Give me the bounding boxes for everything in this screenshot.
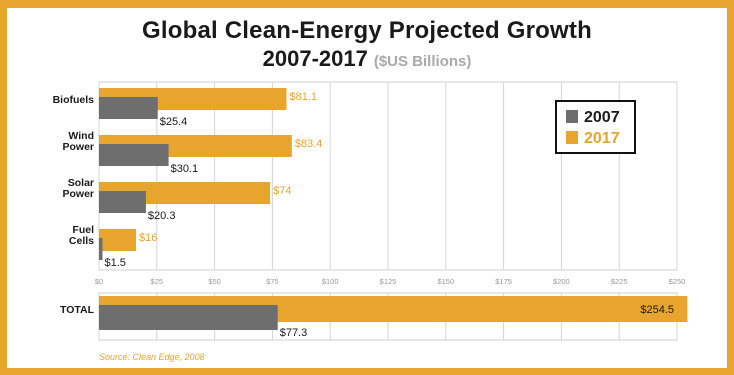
x-tick-label: $50 (208, 277, 221, 286)
category-label: Fuel Cells (69, 224, 94, 247)
chart-title-line2: 2007-2017 ($US Billions) (0, 46, 734, 72)
category-label: Solar Power (62, 177, 94, 200)
value-label-2007: $1.5 (104, 257, 125, 269)
x-tick-label: $175 (495, 277, 512, 286)
total-value-label-2017: $254.5 (640, 304, 674, 316)
category-label: Biofuels (53, 94, 95, 106)
x-tick-label: $75 (266, 277, 279, 286)
frame-bottom-border (0, 368, 734, 375)
legend-label-2007: 2007 (584, 109, 620, 126)
bar-2007 (99, 238, 103, 260)
frame-right-border (727, 0, 734, 375)
legend-swatch-2017 (566, 131, 578, 144)
category-label: Wind Power (62, 130, 94, 153)
x-tick-label: $150 (437, 277, 454, 286)
legend-swatch-2007 (566, 110, 578, 123)
x-tick-label: $200 (553, 277, 570, 286)
value-label-2007: $30.1 (171, 163, 199, 175)
value-label-2017: $16 (139, 232, 157, 244)
value-label-2017: $83.4 (295, 138, 323, 150)
total-bar-2007 (99, 305, 278, 330)
chart-title-years: 2007-2017 (262, 46, 368, 71)
bar-2017 (99, 229, 136, 251)
value-label-2017: $81.1 (290, 91, 318, 103)
legend-box (555, 100, 636, 154)
x-tick-label: $100 (322, 277, 339, 286)
bar-2007 (99, 144, 169, 166)
frame-top-border (0, 0, 734, 8)
x-tick-label: $125 (380, 277, 397, 286)
x-tick-label: $25 (151, 277, 164, 286)
frame-left-border (0, 0, 7, 375)
value-label-2007: $25.4 (160, 116, 188, 128)
bar-2007 (99, 97, 158, 119)
x-tick-label: $250 (669, 277, 686, 286)
legend-label-2017: 2017 (584, 130, 620, 147)
chart-title: Global Clean-Energy Projected Growth (142, 17, 592, 44)
bar-2007 (99, 191, 146, 213)
value-label-2017: $74 (273, 185, 291, 197)
x-tick-label: $0 (95, 277, 103, 286)
total-label: TOTAL (60, 304, 95, 316)
value-label-2007: $20.3 (148, 210, 176, 222)
chart-subtitle: ($US Billions) (373, 53, 472, 70)
total-value-label-2007: $77.3 (280, 327, 308, 339)
source-note: Source: Clean Edge, 2008 (99, 352, 205, 362)
x-tick-label: $225 (611, 277, 628, 286)
